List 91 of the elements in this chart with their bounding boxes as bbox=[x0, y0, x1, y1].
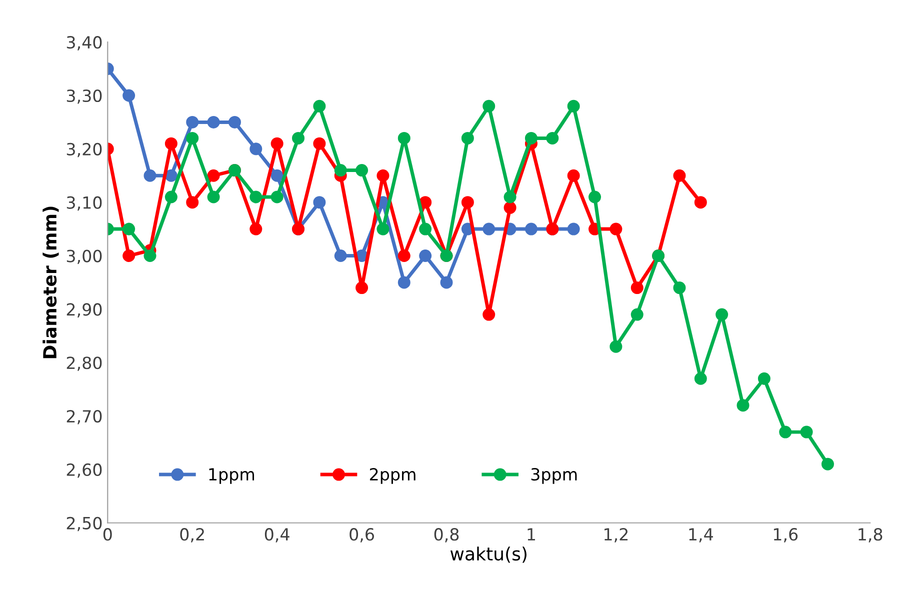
point bbox=[524, 222, 538, 236]
y-tick-label: 2,80 bbox=[66, 356, 102, 371]
point bbox=[482, 308, 496, 321]
x-tick-label: 1 bbox=[528, 528, 535, 540]
x-tick-label: 1,8 bbox=[858, 528, 882, 542]
point bbox=[482, 100, 496, 112]
x-tick-label: 1,2 bbox=[604, 528, 628, 542]
point bbox=[376, 169, 390, 182]
point bbox=[270, 137, 284, 150]
y-tick-label: 2,70 bbox=[66, 410, 102, 424]
point bbox=[673, 282, 686, 294]
y-tick-label: 3,00 bbox=[66, 250, 102, 264]
point bbox=[164, 169, 178, 182]
point bbox=[186, 196, 199, 209]
x-tick-label: 0,8 bbox=[434, 528, 459, 542]
x-axis-title: waktu(s) bbox=[450, 546, 526, 563]
point bbox=[250, 142, 262, 156]
point bbox=[356, 282, 368, 294]
point bbox=[144, 169, 156, 182]
point bbox=[821, 458, 834, 470]
point bbox=[270, 169, 284, 182]
point bbox=[144, 250, 156, 262]
point bbox=[588, 190, 602, 204]
point bbox=[207, 169, 220, 182]
point bbox=[567, 169, 580, 182]
point bbox=[207, 116, 220, 128]
x-tick-label: 0,2 bbox=[180, 528, 204, 542]
point bbox=[630, 308, 644, 321]
x-tick-label: 0,4 bbox=[264, 528, 290, 542]
point bbox=[164, 190, 178, 204]
point bbox=[270, 190, 284, 204]
y-tick-label: 2,60 bbox=[66, 463, 102, 478]
point bbox=[164, 137, 178, 150]
point bbox=[504, 190, 516, 204]
point bbox=[524, 132, 538, 144]
point bbox=[376, 222, 390, 236]
point bbox=[694, 372, 707, 385]
y-tick-label: 3,40 bbox=[66, 36, 102, 50]
point bbox=[398, 276, 410, 289]
point bbox=[504, 201, 516, 214]
point bbox=[292, 132, 305, 144]
point bbox=[567, 100, 580, 112]
y-tick-label: 3,30 bbox=[66, 89, 102, 104]
point bbox=[779, 426, 792, 438]
point bbox=[736, 399, 750, 412]
point bbox=[334, 250, 347, 262]
point bbox=[313, 100, 326, 112]
point bbox=[461, 196, 474, 209]
legend-label: 2ppm bbox=[370, 468, 416, 484]
point bbox=[482, 222, 496, 236]
legend-label: 1ppm bbox=[209, 468, 254, 484]
point bbox=[207, 190, 220, 204]
point bbox=[440, 276, 453, 289]
point bbox=[122, 89, 136, 102]
point bbox=[228, 116, 241, 128]
point bbox=[694, 196, 707, 209]
x-tick-label: 1,6 bbox=[774, 528, 798, 542]
point bbox=[567, 222, 580, 236]
point bbox=[186, 132, 199, 144]
y-axis-title: Diameter (mm) bbox=[42, 206, 59, 358]
legend-label: 3ppm bbox=[531, 468, 577, 484]
point bbox=[610, 222, 622, 236]
y-tick-label: 3,20 bbox=[66, 142, 102, 158]
point bbox=[673, 169, 686, 182]
point bbox=[250, 190, 262, 204]
point bbox=[356, 164, 368, 177]
point bbox=[800, 426, 813, 438]
point bbox=[334, 164, 347, 177]
x-tick-label: 0 bbox=[103, 528, 112, 541]
y-tick-label: 2,90 bbox=[66, 303, 102, 318]
x-tick-label: 0,6 bbox=[350, 528, 374, 542]
point bbox=[610, 340, 622, 353]
point bbox=[398, 132, 410, 144]
point bbox=[313, 137, 326, 150]
point bbox=[398, 250, 410, 262]
point bbox=[313, 196, 326, 209]
point bbox=[250, 222, 262, 236]
point bbox=[186, 116, 199, 128]
point bbox=[630, 282, 644, 294]
point bbox=[546, 132, 559, 144]
y-tick-label: 3,10 bbox=[66, 196, 102, 211]
x-tick-label: 1,4 bbox=[689, 528, 713, 542]
point bbox=[419, 222, 432, 236]
point bbox=[716, 308, 728, 321]
point bbox=[758, 372, 770, 385]
point bbox=[419, 250, 432, 262]
point bbox=[461, 132, 474, 144]
point bbox=[122, 222, 136, 236]
y-tick-label: 2,50 bbox=[66, 516, 102, 532]
point bbox=[419, 196, 432, 209]
point bbox=[122, 250, 136, 262]
